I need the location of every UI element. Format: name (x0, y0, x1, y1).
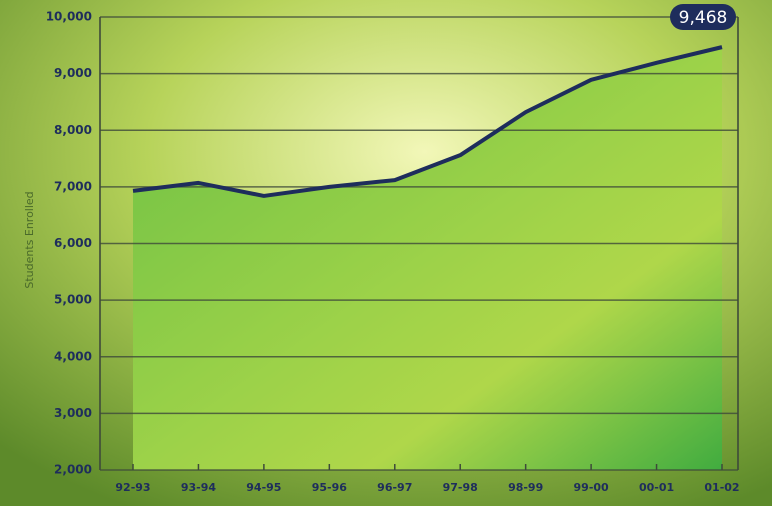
x-tick-label: 93-94 (181, 481, 217, 494)
x-tick-label: 94-95 (246, 481, 281, 494)
x-tick-label: 95-96 (312, 481, 348, 494)
y-tick-label: 9,000 (54, 66, 92, 80)
x-tick-label: 96-97 (377, 481, 412, 494)
y-axis-label: Students Enrolled (23, 191, 36, 288)
x-tick-label: 97-98 (443, 481, 478, 494)
y-tick-label: 10,000 (46, 10, 92, 24)
x-tick-label: 98-99 (508, 481, 543, 494)
y-tick-label: 5,000 (54, 293, 92, 307)
y-tick-label: 4,000 (54, 349, 92, 363)
y-tick-label: 8,000 (54, 123, 92, 137)
y-tick-label: 6,000 (54, 236, 92, 250)
x-tick-label: 00-01 (639, 481, 674, 494)
x-tick-label: 99-00 (574, 481, 610, 494)
x-tick-label: 01-02 (704, 481, 739, 494)
y-tick-label: 7,000 (54, 179, 92, 193)
value-label: 9,468 (679, 8, 728, 28)
y-tick-label: 3,000 (54, 406, 92, 420)
y-tick-label: 2,000 (54, 463, 92, 477)
chart: Students Enrolled 2,000 3,000 4,000 5,000 6,… (0, 0, 772, 506)
x-tick-label: 92-93 (115, 481, 150, 494)
